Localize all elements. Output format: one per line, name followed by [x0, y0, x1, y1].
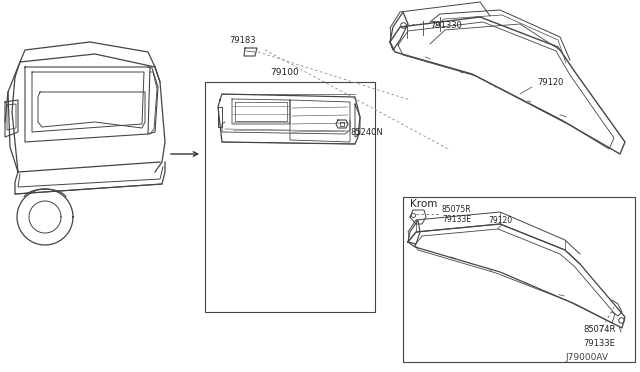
Text: 79183: 79183	[230, 35, 256, 45]
Text: 791330: 791330	[430, 20, 462, 29]
Text: 85240N: 85240N	[350, 128, 383, 137]
Bar	[205, 82, 375, 312]
Text: 85075R: 85075R	[442, 205, 472, 214]
Bar	[403, 197, 635, 362]
Text: 79133E: 79133E	[442, 215, 471, 224]
Text: 79120: 79120	[488, 215, 512, 224]
Text: 85074R: 85074R	[583, 326, 616, 334]
Text: 79120: 79120	[537, 77, 563, 87]
Text: 79100: 79100	[271, 67, 300, 77]
Text: Krom: Krom	[410, 199, 437, 209]
Text: J79000AV: J79000AV	[565, 353, 608, 362]
Text: 79133E: 79133E	[583, 340, 615, 349]
